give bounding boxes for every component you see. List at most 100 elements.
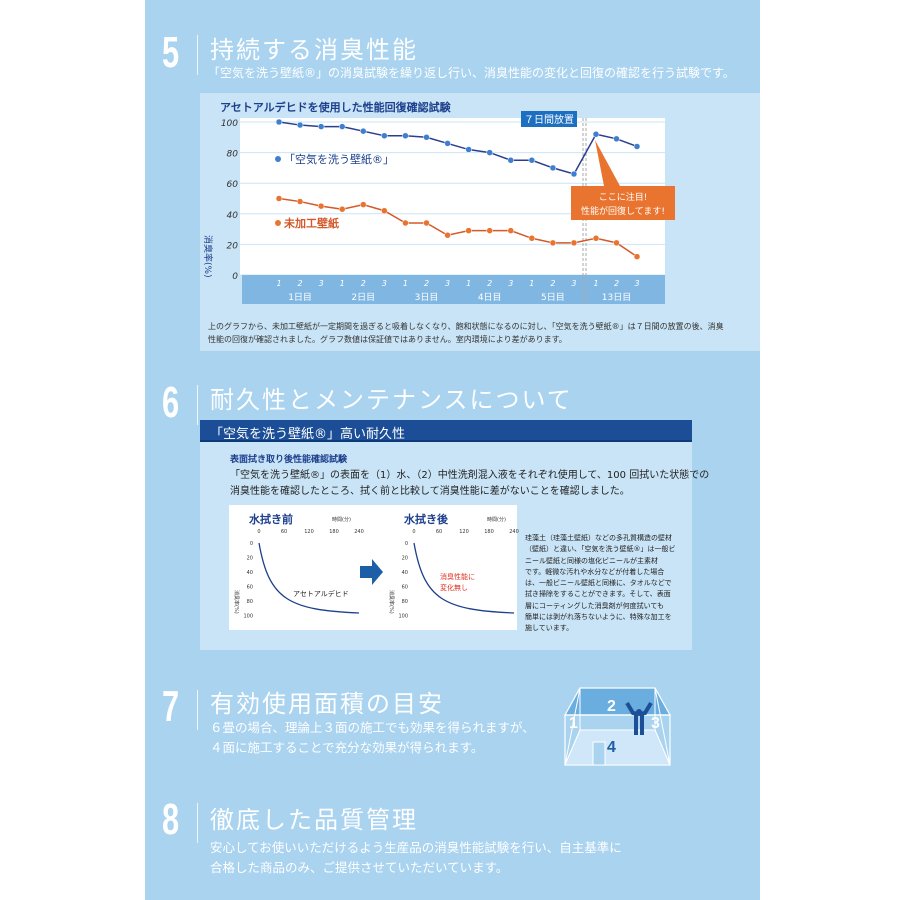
data-point (338, 205, 346, 213)
data-point (633, 143, 641, 150)
series-line (278, 121, 638, 175)
before-unit: 時間(分) (332, 517, 351, 523)
x-axis-band (242, 275, 665, 304)
x-group-label: 4日目 (478, 292, 502, 303)
callout-pointer (595, 140, 620, 186)
section-desc: 安心してお使いいただけるよう生産品の消臭性能試験を行い、自主基準に (210, 840, 622, 855)
y-tick-label: 20 (227, 241, 239, 251)
x-tick-label: 240 (354, 529, 364, 535)
section-number: 5 (162, 28, 180, 77)
after-label: 消臭性能に (440, 573, 475, 581)
arrow-right-icon (360, 559, 383, 585)
data-point (613, 135, 620, 143)
data-point (381, 207, 388, 214)
data-point (507, 157, 515, 164)
y-tick-label: 20 (402, 556, 408, 562)
x-tick-label: 180 (329, 529, 339, 535)
x-tick-label: 3 (382, 279, 387, 288)
x-group-label: 5日目 (541, 292, 565, 303)
side-text-line: 層にコーティングした消臭剤が何度拭いても (525, 601, 665, 610)
y-tick-label: 60 (402, 585, 408, 591)
data-point (486, 149, 493, 156)
after-unit: 時間(分) (487, 517, 506, 523)
side-text-line: （壁紙）と違い、「空気を洗う壁紙®」は一般ビ (525, 545, 676, 554)
data-point (402, 132, 409, 140)
x-tick-label: 3 (445, 279, 450, 288)
x-group-label: 13日目 (602, 292, 631, 303)
before-title: 水拭き前 (249, 513, 293, 526)
line-chart: 0 20 40 60 80 100 消臭率(%) 1 2 3 1 2 3 1 2 3 1 2 3 1 2 3 1 2 3 1日目 2… (202, 111, 675, 304)
side-text-line: ニール壁紙と同様の塩化ビニールが主素材 (525, 556, 658, 565)
y-tick-label: 40 (402, 570, 408, 576)
x-tick-label: 60 (436, 529, 442, 535)
chart-caption: 性能の回復が確認されました。グラフ数値は保証値ではありません。室内環境により差が… (208, 335, 567, 344)
data-point (423, 219, 430, 227)
y-tick-label: 0 (250, 541, 253, 547)
before-label: アセトアルデヒド (293, 590, 349, 598)
wall-label: 1 (569, 715, 578, 732)
y-tick-label: 0 (232, 272, 238, 282)
x-tick-label: 2 (550, 279, 555, 288)
y-tick-label: 0 (405, 541, 408, 547)
y-tick-label: 80 (247, 599, 253, 605)
data-point (549, 164, 557, 172)
x-group-label: 3日目 (415, 292, 439, 303)
wall-label: 3 (651, 715, 660, 732)
data-point (444, 140, 451, 147)
x-tick-label: 3 (508, 279, 513, 288)
data-point (592, 235, 600, 242)
data-point (528, 157, 536, 164)
y-tick-label: 60 (247, 585, 253, 591)
callout-text: ここに注目! (599, 191, 648, 203)
x-group-label: 1日目 (288, 292, 312, 303)
divider (197, 385, 198, 425)
y-axis-label: 消臭率(%) (202, 235, 214, 278)
section-desc: 合格した商品のみ、ご提供させていただいています。 (210, 860, 509, 875)
x-tick-label: 120 (304, 529, 314, 535)
y-tick-label: 20 (247, 556, 253, 562)
durability-side-text: 珪藻土（珪藻土壁紙）などの多孔質構造の壁材 （壁紙）と違い、「空気を洗う壁紙®」は… (525, 533, 676, 635)
y-tick-label: 80 (227, 150, 239, 160)
data-point (275, 118, 283, 126)
data-point (465, 227, 472, 234)
x-tick-label: 180 (484, 529, 494, 535)
decay-curve (413, 542, 515, 614)
data-point (423, 134, 430, 141)
section-desc: ６畳の場合、理論上３面の施工でも効果を得られますが、 (210, 720, 535, 735)
data-point (528, 235, 536, 242)
gap-badge-label: ７日間放置 (524, 113, 574, 126)
y-tick-label: 40 (227, 211, 239, 221)
side-text-line: は、一般ビニール壁紙と同様に、タオルなどで (525, 579, 672, 588)
x-tick-label: 2 (487, 279, 492, 288)
room-diagram-icon: 1 2 3 4 (563, 687, 672, 766)
y-axis-label: 消臭率(%) (233, 590, 240, 614)
x-tick-label: 2 (298, 279, 303, 288)
x-tick-label: 2 (424, 279, 429, 288)
x-tick-label: 1 (403, 279, 408, 288)
x-tick-label: 0 (412, 529, 415, 535)
test-text: 消臭性能を確認したところ、拭く前と比較して消臭性能に差がないことを確認しました。 (230, 486, 630, 497)
x-tick-label: 3 (634, 279, 639, 288)
y-tick-label: 80 (402, 599, 408, 605)
legend-marker (275, 220, 281, 226)
legend-label: 「空気を洗う壁紙®」 (284, 152, 394, 166)
durability-header: 「空気を洗う壁紙®」高い耐久性 (200, 420, 692, 442)
divider (197, 690, 198, 730)
x-tick-label: 2 (361, 279, 366, 288)
x-tick-label: 2 (614, 279, 619, 288)
data-point (507, 227, 515, 234)
x-tick-label: 1 (340, 279, 345, 288)
x-tick-label: 120 (459, 529, 469, 535)
gap-badge (521, 111, 577, 127)
data-point (338, 123, 346, 130)
x-tick-label: 3 (319, 279, 324, 288)
data-point (570, 170, 578, 178)
side-text-line: 簡単には剥がれ落ちないように、特殊な加工を (525, 613, 672, 622)
data-point (465, 146, 472, 153)
data-point (296, 121, 304, 129)
data-point (444, 231, 451, 239)
side-text-line: 珪藻土（珪藻土壁紙）などの多孔質構造の壁材 (525, 534, 672, 542)
decay-curve (258, 542, 360, 614)
data-point (486, 227, 493, 234)
